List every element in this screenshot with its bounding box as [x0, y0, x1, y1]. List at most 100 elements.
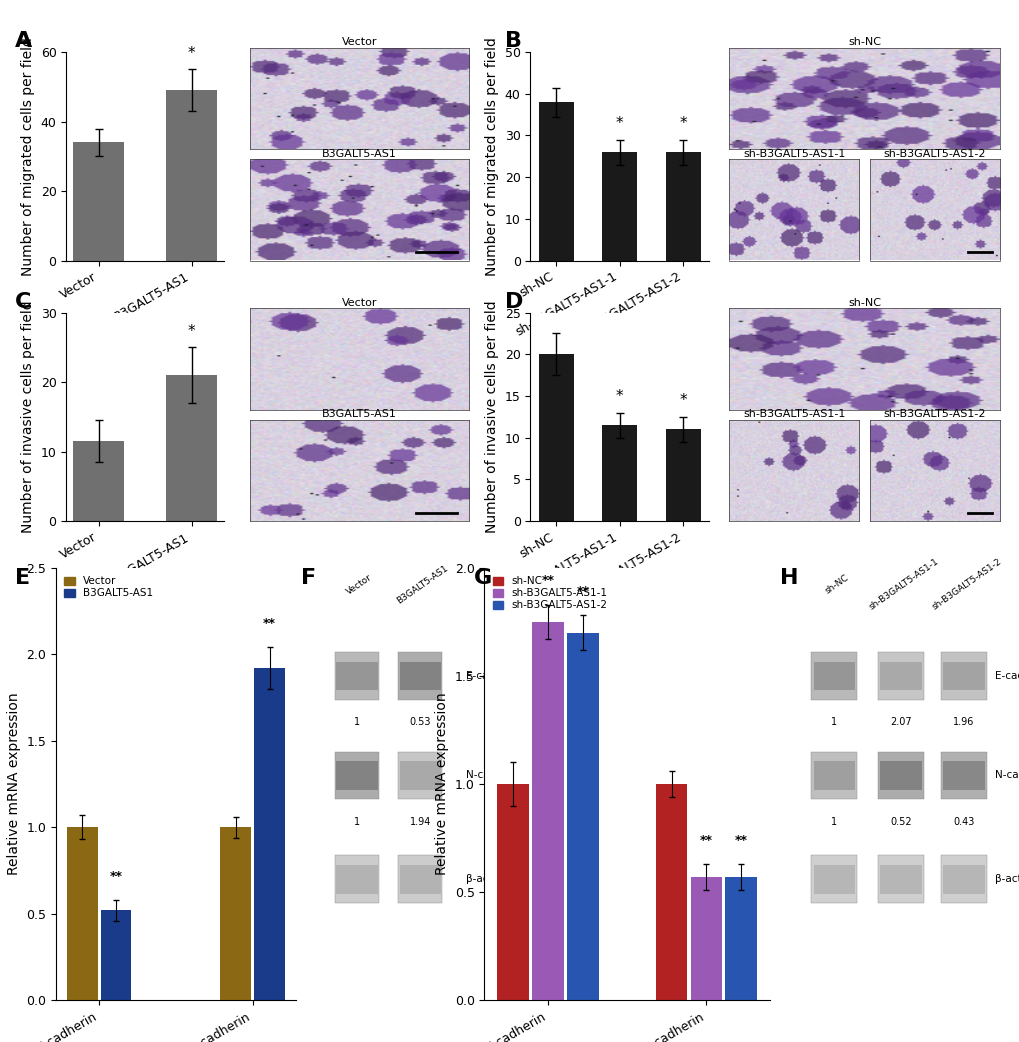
Text: N-cadherin: N-cadherin — [995, 770, 1019, 780]
Title: B3GALT5-AS1: B3GALT5-AS1 — [322, 149, 396, 158]
FancyBboxPatch shape — [879, 865, 921, 893]
FancyBboxPatch shape — [811, 855, 857, 903]
FancyBboxPatch shape — [334, 652, 379, 700]
FancyBboxPatch shape — [336, 662, 377, 690]
Text: 1: 1 — [830, 817, 837, 826]
Legend: Vector, B3GALT5-AS1: Vector, B3GALT5-AS1 — [61, 573, 156, 601]
Title: sh-NC: sh-NC — [847, 298, 880, 307]
Y-axis label: Number of invasive cells per field: Number of invasive cells per field — [21, 300, 35, 534]
Text: D: D — [504, 292, 523, 312]
Bar — [690, 877, 721, 1000]
Bar — [538, 354, 573, 521]
FancyBboxPatch shape — [397, 652, 442, 700]
Title: B3GALT5-AS1: B3GALT5-AS1 — [322, 410, 396, 419]
Bar — [497, 785, 529, 1000]
Bar — [73, 143, 124, 260]
Title: sh-B3GALT5-AS1-1: sh-B3GALT5-AS1-1 — [743, 410, 845, 419]
Text: 1: 1 — [830, 717, 837, 727]
Bar — [220, 827, 251, 1000]
Bar — [655, 785, 687, 1000]
Text: β-actin: β-actin — [995, 874, 1019, 885]
Text: 0.43: 0.43 — [953, 817, 974, 826]
Text: **: ** — [576, 586, 589, 598]
FancyBboxPatch shape — [943, 865, 984, 893]
Text: *: * — [187, 46, 196, 61]
Text: G: G — [474, 568, 492, 588]
FancyBboxPatch shape — [941, 652, 986, 700]
Text: sh-B3GALT5-AS1-1: sh-B3GALT5-AS1-1 — [866, 557, 940, 612]
FancyBboxPatch shape — [879, 662, 921, 690]
Text: 2.07: 2.07 — [890, 717, 911, 727]
Text: 0.53: 0.53 — [409, 717, 430, 727]
FancyBboxPatch shape — [813, 662, 855, 690]
Text: *: * — [615, 117, 623, 131]
FancyBboxPatch shape — [943, 762, 984, 790]
Text: E-cadherin: E-cadherin — [995, 671, 1019, 681]
Text: N-cadherin: N-cadherin — [466, 770, 523, 780]
Text: B3GALT5-AS1: B3GALT5-AS1 — [395, 564, 449, 605]
Text: C: C — [15, 292, 32, 312]
Bar — [601, 152, 637, 260]
FancyBboxPatch shape — [941, 855, 986, 903]
Text: **: ** — [263, 617, 276, 630]
FancyBboxPatch shape — [399, 762, 440, 790]
Bar — [166, 91, 217, 260]
FancyBboxPatch shape — [813, 762, 855, 790]
Text: *: * — [187, 324, 196, 339]
Bar — [101, 911, 131, 1000]
Title: Vector: Vector — [341, 38, 377, 47]
FancyBboxPatch shape — [397, 855, 442, 903]
Text: *: * — [679, 394, 687, 408]
FancyBboxPatch shape — [397, 751, 442, 799]
Text: A: A — [15, 31, 33, 51]
Text: B: B — [504, 31, 522, 51]
Legend: sh-NC, sh-B3GALT5-AS1-1, sh-B3GALT5-AS1-2: sh-NC, sh-B3GALT5-AS1-1, sh-B3GALT5-AS1-… — [489, 573, 610, 614]
FancyBboxPatch shape — [877, 855, 923, 903]
FancyBboxPatch shape — [943, 662, 984, 690]
Title: sh-B3GALT5-AS1-2: sh-B3GALT5-AS1-2 — [882, 149, 984, 158]
Title: sh-NC: sh-NC — [847, 38, 880, 47]
Text: 1: 1 — [354, 817, 360, 826]
FancyBboxPatch shape — [811, 751, 857, 799]
FancyBboxPatch shape — [877, 652, 923, 700]
FancyBboxPatch shape — [336, 762, 377, 790]
Text: 1: 1 — [354, 717, 360, 727]
FancyBboxPatch shape — [334, 751, 379, 799]
Bar — [67, 827, 98, 1000]
Text: Vector: Vector — [344, 573, 374, 596]
Bar — [567, 632, 598, 1000]
Text: **: ** — [699, 834, 712, 847]
FancyBboxPatch shape — [399, 865, 440, 893]
FancyBboxPatch shape — [877, 751, 923, 799]
Title: sh-B3GALT5-AS1-2: sh-B3GALT5-AS1-2 — [882, 410, 984, 419]
Bar — [665, 429, 700, 521]
Text: *: * — [679, 117, 687, 131]
Text: *: * — [615, 390, 623, 404]
Text: sh-NC: sh-NC — [822, 573, 850, 596]
Y-axis label: Number of migrated cells per field: Number of migrated cells per field — [21, 36, 35, 276]
FancyBboxPatch shape — [941, 751, 986, 799]
Text: 1.94: 1.94 — [409, 817, 430, 826]
Bar — [538, 102, 573, 260]
Text: E-cadherin: E-cadherin — [466, 671, 522, 681]
FancyBboxPatch shape — [813, 865, 855, 893]
FancyBboxPatch shape — [879, 762, 921, 790]
FancyBboxPatch shape — [336, 865, 377, 893]
Text: F: F — [301, 568, 316, 588]
Bar — [532, 622, 564, 1000]
Text: E: E — [15, 568, 31, 588]
Bar — [166, 375, 217, 521]
Text: β-actin: β-actin — [466, 874, 501, 885]
FancyBboxPatch shape — [334, 855, 379, 903]
Y-axis label: Relative mRNA expression: Relative mRNA expression — [435, 693, 448, 875]
Text: **: ** — [109, 870, 122, 883]
Y-axis label: Relative mRNA expression: Relative mRNA expression — [7, 693, 20, 875]
Text: H: H — [780, 568, 798, 588]
Title: sh-B3GALT5-AS1-1: sh-B3GALT5-AS1-1 — [743, 149, 845, 158]
Text: **: ** — [734, 834, 747, 847]
Y-axis label: Number of invasive cells per field: Number of invasive cells per field — [485, 300, 498, 534]
Bar — [254, 668, 284, 1000]
Text: 1.96: 1.96 — [953, 717, 974, 727]
FancyBboxPatch shape — [811, 652, 857, 700]
Bar — [601, 425, 637, 521]
